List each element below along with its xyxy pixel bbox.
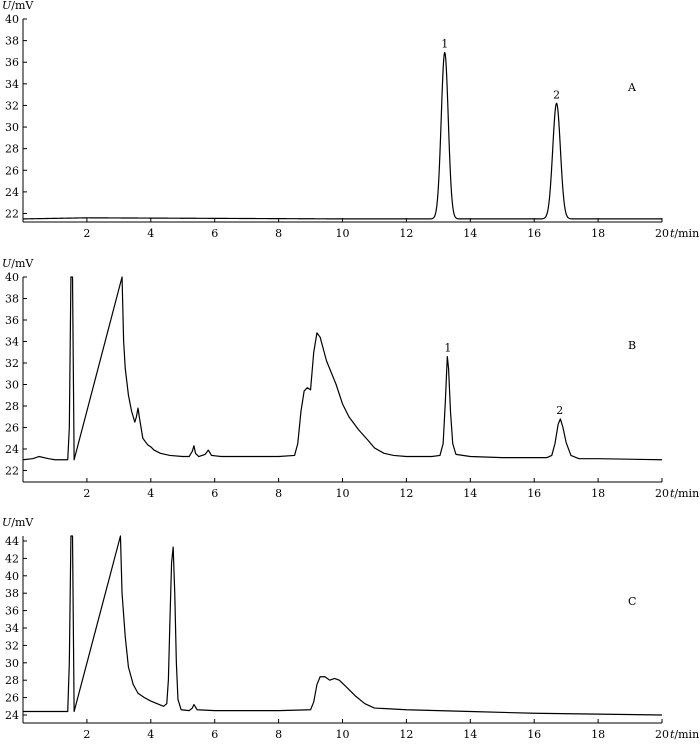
y-axis-label: U/mV	[2, 257, 34, 270]
x-tick-label: 18	[591, 728, 605, 741]
x-axis-label: t/min	[670, 487, 699, 500]
y-axis-label: U/mV	[2, 0, 34, 12]
y-tick-label: 34	[5, 336, 19, 349]
x-tick-label: 20	[655, 487, 669, 500]
x-tick-label: 18	[591, 227, 605, 240]
peak-label: 2	[556, 404, 563, 417]
y-tick-label: 34	[5, 78, 19, 91]
x-axis-label: t/min	[670, 227, 699, 240]
x-tick-label: 4	[147, 227, 154, 240]
x-tick-label: 16	[527, 487, 541, 500]
y-tick-label: 38	[5, 35, 19, 48]
x-tick-label: 10	[336, 728, 350, 741]
peak-label: 1	[441, 37, 448, 50]
y-tick-label: 42	[5, 552, 19, 565]
y-tick-label: 30	[5, 121, 19, 134]
x-tick-label: 4	[147, 487, 154, 500]
panel-label: C	[628, 595, 636, 608]
y-tick-label: 22	[5, 465, 19, 478]
x-tick-label: 12	[399, 728, 413, 741]
y-tick-label: 28	[5, 143, 19, 156]
y-tick-label: 38	[5, 293, 19, 306]
x-tick-label: 8	[275, 227, 282, 240]
x-tick-label: 6	[211, 487, 218, 500]
y-tick-label: 30	[5, 657, 19, 670]
y-tick-label: 34	[5, 622, 19, 635]
y-tick-label: 36	[5, 314, 19, 327]
chromatogram-trace	[22, 276, 663, 461]
x-tick-label: 18	[591, 487, 605, 500]
y-tick-label: 28	[5, 674, 19, 687]
x-tick-label: 12	[399, 227, 413, 240]
y-tick-label: 40	[5, 271, 19, 284]
panel-label: B	[628, 339, 636, 352]
chromatogram-trace	[22, 51, 663, 220]
x-tick-label: 4	[147, 728, 154, 741]
x-tick-label: 14	[463, 227, 477, 240]
y-tick-label: 36	[5, 605, 19, 618]
x-tick-label: 20	[655, 227, 669, 240]
y-tick-label: 32	[5, 639, 19, 652]
x-tick-label: 14	[463, 728, 477, 741]
y-tick-label: 26	[5, 164, 19, 177]
x-tick-label: 8	[275, 728, 282, 741]
y-axis-label: U/mV	[2, 516, 34, 529]
peak-label: 2	[553, 88, 560, 101]
y-tick-label: 44	[5, 535, 19, 548]
x-tick-label: 16	[527, 227, 541, 240]
x-tick-label: 12	[399, 487, 413, 500]
chromatogram-trace	[23, 535, 663, 716]
x-tick-label: 2	[83, 227, 90, 240]
y-tick-label: 30	[5, 379, 19, 392]
x-tick-label: 2	[83, 487, 90, 500]
x-tick-label: 14	[463, 487, 477, 500]
y-tick-label: 32	[5, 357, 19, 370]
y-tick-label: 24	[5, 443, 19, 456]
y-tick-label: 24	[5, 709, 19, 722]
x-axis-label: t/min	[670, 728, 699, 741]
y-tick-label: 40	[5, 570, 19, 583]
y-tick-label: 28	[5, 400, 19, 413]
y-tick-label: 26	[5, 422, 19, 435]
x-tick-label: 8	[275, 487, 282, 500]
peak-label: 1	[444, 342, 451, 355]
x-tick-label: 10	[336, 227, 350, 240]
x-tick-label: 6	[211, 728, 218, 741]
y-tick-label: 32	[5, 99, 19, 112]
panel-label: A	[627, 81, 637, 94]
x-tick-label: 10	[336, 487, 350, 500]
y-tick-label: 24	[5, 186, 19, 199]
x-tick-label: 16	[527, 728, 541, 741]
y-tick-label: 26	[5, 692, 19, 705]
y-tick-label: 36	[5, 56, 19, 69]
y-tick-label: 38	[5, 587, 19, 600]
x-tick-label: 20	[655, 728, 669, 741]
x-tick-label: 2	[83, 728, 90, 741]
y-tick-label: 22	[5, 208, 19, 221]
y-tick-label: 40	[5, 13, 19, 26]
x-tick-label: 6	[211, 227, 218, 240]
